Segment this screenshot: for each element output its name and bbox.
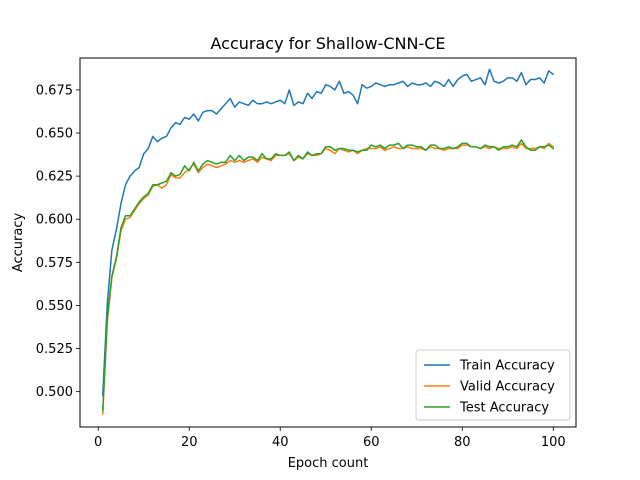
legend-box [415,349,571,421]
x-tick-label: 80 [454,435,471,450]
y-tick-label: 0.550 [36,299,73,314]
series-line-2 [101,139,555,412]
y-tick-label: 0.675 [36,83,73,98]
x-tick-label: 20 [181,435,198,450]
y-tick-label: 0.600 [36,213,73,228]
x-tick-label: 0 [94,435,102,450]
x-axis: 0 20 40 60 80 100 [94,427,566,450]
y-tick-label: 0.500 [36,385,73,400]
chart-title: Accuracy for Shallow-CNN-CE [210,34,445,53]
legend-label-2: Test Accuracy [459,401,549,416]
x-tick-label: 60 [363,435,380,450]
x-axis-label: Epoch count [288,456,369,471]
y-axis: 0.500 0.525 0.550 0.575 0.600 0.625 0.650 0.675 [36,83,80,400]
y-tick-label: 0.525 [36,342,73,357]
y-tick-label: 0.625 [36,170,73,185]
legend-label-0: Train Accuracy [459,359,555,374]
y-tick-label: 0.650 [36,127,73,142]
y-axis-label: Accuracy [11,213,26,273]
legend-label-1: Valid Accuracy [460,380,555,395]
x-tick-label: 40 [272,435,289,450]
plot-area [101,68,555,415]
series-line-0 [101,68,555,396]
x-tick-label: 100 [541,435,566,450]
legend: Train Accuracy Valid Accuracy Test Accurac… [415,349,571,421]
y-tick-label: 0.575 [36,256,73,271]
plot-frame [79,57,577,428]
